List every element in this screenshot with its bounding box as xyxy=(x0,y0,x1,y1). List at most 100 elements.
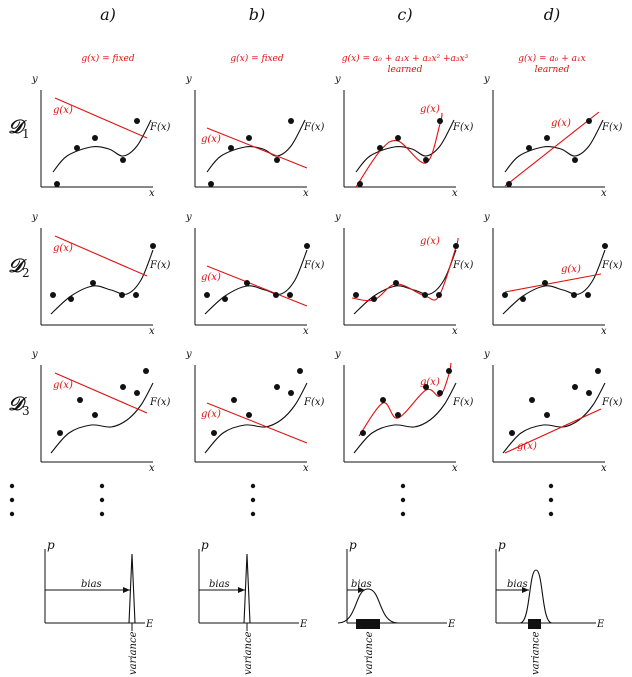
data-point xyxy=(544,135,550,141)
model-curve xyxy=(504,273,602,293)
data-point xyxy=(120,384,126,390)
plot-r2-c3: y x F(x) g(x) xyxy=(334,212,473,337)
plot-r3-c1: y x F(x) g(x) xyxy=(31,349,170,474)
e-axis-label: E xyxy=(299,619,308,630)
dataset-label-3: 𝒟 xyxy=(8,393,27,415)
x-axis-label: x xyxy=(601,326,607,337)
data-point xyxy=(273,292,279,298)
plot-r1-c3: y x F(x) g(x) xyxy=(334,74,473,199)
model-label: g(x) xyxy=(53,105,73,116)
data-point xyxy=(120,157,126,163)
model-label: g(x) xyxy=(420,236,440,247)
ellipsis-dot xyxy=(548,511,554,517)
p-axis-label: p xyxy=(498,538,506,552)
bias-arrowhead xyxy=(123,587,130,593)
model-curve xyxy=(504,408,602,454)
variance-bar xyxy=(528,619,541,629)
y-axis-label: y xyxy=(483,74,490,85)
data-point xyxy=(395,135,401,141)
x-axis-label: x xyxy=(452,326,458,337)
dataset-label-1: 𝒟 xyxy=(8,116,27,138)
bias-label: bias xyxy=(81,579,102,590)
data-point xyxy=(526,145,532,151)
x-axis-label: x xyxy=(452,188,458,199)
bias-arrowhead xyxy=(358,587,365,593)
model-label: g(x) xyxy=(201,409,221,420)
data-point xyxy=(423,384,429,390)
true-function-curve xyxy=(206,119,306,173)
plot-r1-c2: y x F(x) g(x) xyxy=(185,74,324,199)
y-axis-label: y xyxy=(483,349,490,360)
ellipsis-dot xyxy=(250,483,256,489)
model-curve xyxy=(54,372,148,414)
model-formula-3-1: learned xyxy=(535,65,570,75)
model-label: g(x) xyxy=(551,118,571,129)
data-point xyxy=(211,430,217,436)
model-label: g(x) xyxy=(53,380,73,391)
ellipsis-dot xyxy=(99,511,105,517)
data-point xyxy=(274,384,280,390)
data-point xyxy=(288,390,294,396)
ellipsis-dot xyxy=(250,511,256,517)
data-point xyxy=(380,397,386,403)
ellipsis-dot xyxy=(9,483,15,489)
data-point xyxy=(353,292,359,298)
model-curve xyxy=(504,111,600,187)
ellipsis-dot xyxy=(400,483,406,489)
data-point xyxy=(77,397,83,403)
model-label: g(x) xyxy=(420,377,440,388)
p-axis-label: p xyxy=(47,538,55,552)
variance-label: variance xyxy=(364,631,375,675)
model-label: g(x) xyxy=(420,104,440,115)
data-point xyxy=(446,368,452,374)
data-point xyxy=(502,292,508,298)
true-function-label: F(x) xyxy=(303,122,324,133)
true-function-curve xyxy=(355,119,455,173)
true-function-label: F(x) xyxy=(303,397,324,408)
y-axis-label: y xyxy=(31,349,38,360)
e-axis-label: E xyxy=(596,619,605,630)
y-axis-label: y xyxy=(483,212,490,223)
column-title-1: b) xyxy=(249,5,265,24)
error-bump xyxy=(519,569,553,624)
plot-r2-c2: y x F(x) g(x) xyxy=(185,212,324,337)
ellipsis-dot xyxy=(548,483,554,489)
error-spike xyxy=(243,553,251,624)
model-formula-3-0: g(x) = a₀ + a₁x xyxy=(518,53,585,64)
plot-r2-c4: y x F(x) g(x) xyxy=(483,212,622,337)
true-function-curve xyxy=(204,382,308,454)
data-point xyxy=(244,280,250,286)
plot-r2-c1: y x F(x) g(x) xyxy=(31,212,170,337)
data-point xyxy=(204,292,210,298)
plot-r3-c3: y x F(x) g(x) xyxy=(334,349,473,474)
true-function-label: F(x) xyxy=(149,260,170,271)
ellipsis-dot xyxy=(400,511,406,517)
data-point xyxy=(74,145,80,151)
data-point xyxy=(231,397,237,403)
ellipsis-dot xyxy=(9,511,15,517)
data-point xyxy=(297,368,303,374)
plot-r1-c1: y x F(x) g(x) xyxy=(31,74,170,199)
data-point xyxy=(453,243,459,249)
data-point xyxy=(572,384,578,390)
data-point xyxy=(437,390,443,396)
column-title-2: c) xyxy=(397,5,412,24)
ellipsis-dot xyxy=(99,497,105,503)
true-function-label: F(x) xyxy=(452,397,473,408)
x-axis-label: x xyxy=(149,188,155,199)
model-formula-2-1: learned xyxy=(388,65,423,75)
true-function-curve xyxy=(50,249,154,315)
data-point xyxy=(506,181,512,187)
model-curve xyxy=(206,127,308,169)
y-axis-label: y xyxy=(334,349,341,360)
true-function-curve xyxy=(353,382,457,454)
data-point xyxy=(134,390,140,396)
true-function-curve xyxy=(52,119,152,173)
y-axis-label: y xyxy=(31,74,38,85)
data-point xyxy=(90,280,96,286)
x-axis-label: x xyxy=(601,463,607,474)
ellipsis-dot xyxy=(9,497,15,503)
